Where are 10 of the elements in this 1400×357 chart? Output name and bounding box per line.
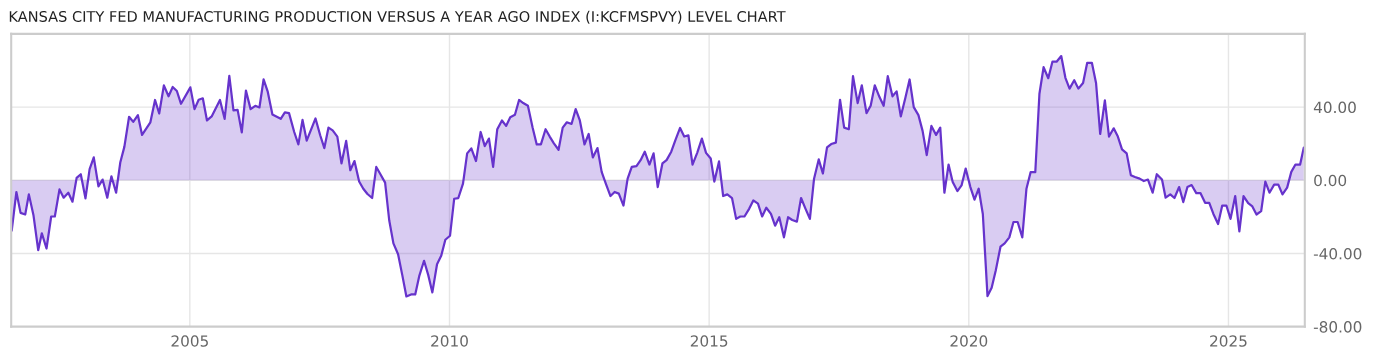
x-tick-label: 2015 [690, 335, 728, 347]
x-tick-label: 2005 [171, 335, 208, 347]
x-tick-label: 2010 [431, 335, 468, 347]
y-tick-label: -40.00 [1313, 247, 1362, 260]
y-tick-label: 40.00 [1313, 101, 1356, 114]
x-tick-label: 2025 [1210, 335, 1247, 347]
chart-title: KANSAS CITY FED MANUFACTURING PRODUCTION VERSUS A YEAR AGO INDEX (I:KCFMSPVY) LEVEL CHART [9, 10, 786, 24]
y-tick-label: -80.00 [1313, 321, 1362, 333]
y-tick-label: 0.00 [1314, 174, 1347, 187]
x-tick-label: 2020 [950, 335, 988, 347]
